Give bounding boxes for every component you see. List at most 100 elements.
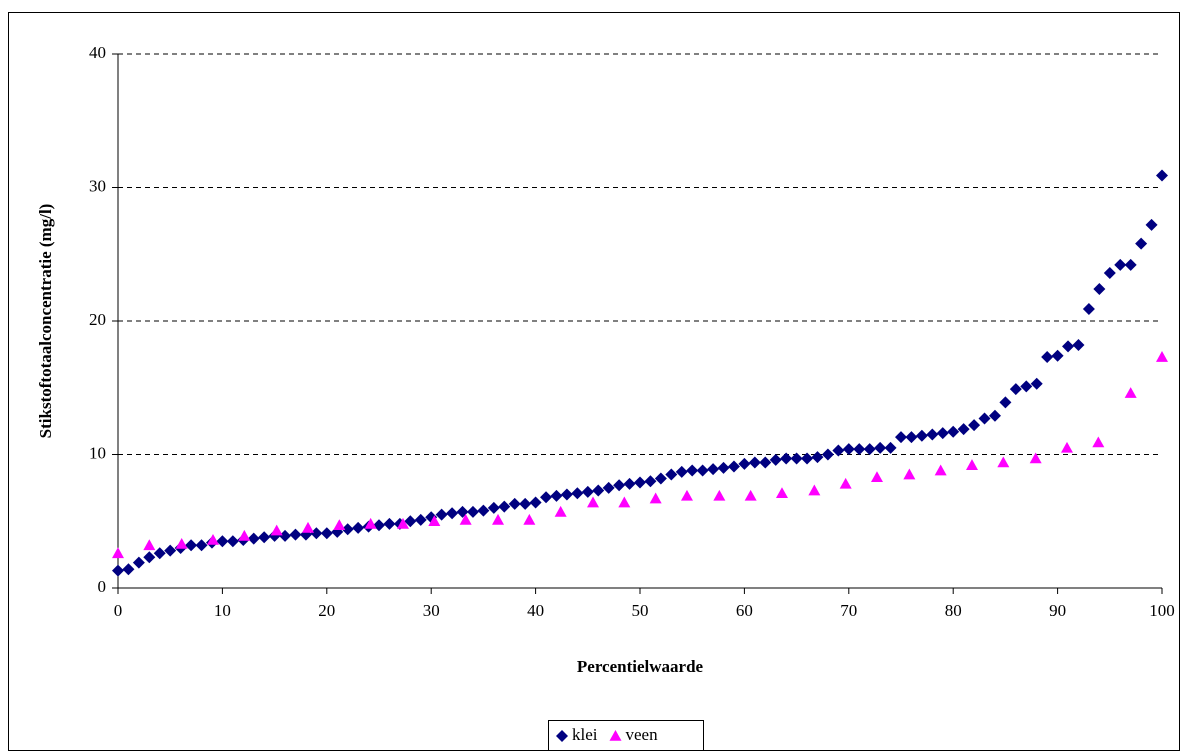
- y-tick-label: 30: [89, 176, 106, 195]
- point: [863, 443, 876, 456]
- x-tick-label: 90: [1049, 601, 1066, 620]
- point: [832, 444, 845, 457]
- point: [122, 563, 135, 576]
- point: [523, 513, 536, 525]
- point: [414, 513, 427, 526]
- point: [934, 464, 947, 476]
- point: [1145, 218, 1158, 231]
- point: [446, 507, 459, 520]
- point: [759, 456, 772, 469]
- point: [529, 496, 542, 509]
- point: [686, 464, 699, 477]
- legend-marker: [609, 730, 622, 741]
- point: [905, 431, 918, 444]
- point: [195, 539, 208, 552]
- point: [508, 497, 521, 510]
- point: [320, 527, 333, 540]
- point: [466, 505, 479, 518]
- point: [456, 505, 469, 518]
- point: [1135, 237, 1148, 250]
- point: [1092, 436, 1105, 448]
- point: [1029, 452, 1042, 464]
- point: [808, 484, 821, 496]
- point: [341, 523, 354, 536]
- x-axis-label: Percentielwaarde: [577, 657, 704, 676]
- point: [519, 497, 532, 510]
- point: [1124, 387, 1137, 398]
- y-tick-label: 10: [89, 443, 106, 462]
- point: [1072, 339, 1085, 352]
- point: [258, 531, 271, 544]
- point: [383, 517, 396, 530]
- point: [780, 452, 793, 465]
- x-tick-label: 50: [632, 601, 649, 620]
- x-tick-label: 0: [114, 601, 123, 620]
- point: [477, 504, 490, 517]
- point: [654, 472, 667, 485]
- point: [997, 456, 1010, 468]
- point: [592, 484, 605, 497]
- point: [999, 396, 1012, 409]
- point: [428, 515, 441, 527]
- point: [310, 527, 323, 540]
- point: [903, 468, 916, 480]
- point: [487, 501, 500, 514]
- point: [884, 441, 897, 454]
- point: [988, 409, 1001, 422]
- point: [554, 505, 567, 517]
- point: [790, 452, 803, 465]
- point: [926, 428, 939, 441]
- point: [587, 496, 600, 508]
- point: [915, 429, 928, 442]
- point: [821, 448, 834, 461]
- point: [870, 471, 883, 482]
- point: [132, 556, 145, 569]
- point: [957, 423, 970, 436]
- point: [581, 485, 594, 498]
- point: [895, 431, 907, 444]
- point: [397, 517, 410, 529]
- x-tick-label: 70: [840, 601, 857, 620]
- point: [968, 419, 981, 432]
- x-tick-label: 30: [423, 601, 440, 620]
- point: [1093, 282, 1106, 295]
- point: [1156, 169, 1168, 182]
- point: [842, 443, 855, 456]
- point: [769, 453, 782, 466]
- point: [1082, 302, 1095, 315]
- point: [302, 521, 315, 533]
- legend-label: veen: [626, 725, 659, 744]
- point: [435, 508, 448, 521]
- point: [571, 487, 584, 500]
- x-tick-label: 80: [945, 601, 962, 620]
- point: [1020, 380, 1033, 393]
- point: [1156, 351, 1168, 362]
- y-tick-label: 20: [89, 310, 106, 329]
- point: [965, 459, 978, 470]
- point: [560, 488, 573, 501]
- y-tick-label: 40: [89, 43, 106, 62]
- point: [623, 477, 636, 490]
- point: [978, 412, 991, 425]
- legend-marker: [556, 730, 568, 742]
- point: [1009, 383, 1022, 396]
- point: [289, 528, 302, 541]
- point: [707, 463, 720, 476]
- y-tick-label: 0: [98, 577, 107, 596]
- point: [665, 468, 678, 481]
- point: [947, 425, 960, 438]
- point: [775, 487, 788, 499]
- x-tick-label: 10: [214, 601, 231, 620]
- point: [1041, 351, 1054, 364]
- point: [1103, 266, 1116, 279]
- point: [238, 529, 251, 541]
- point: [540, 491, 553, 504]
- point: [352, 521, 365, 534]
- point: [333, 519, 346, 531]
- point: [153, 547, 166, 560]
- point: [613, 479, 626, 492]
- point: [727, 460, 740, 473]
- point: [364, 517, 377, 529]
- x-tick-label: 60: [736, 601, 753, 620]
- point: [112, 564, 124, 577]
